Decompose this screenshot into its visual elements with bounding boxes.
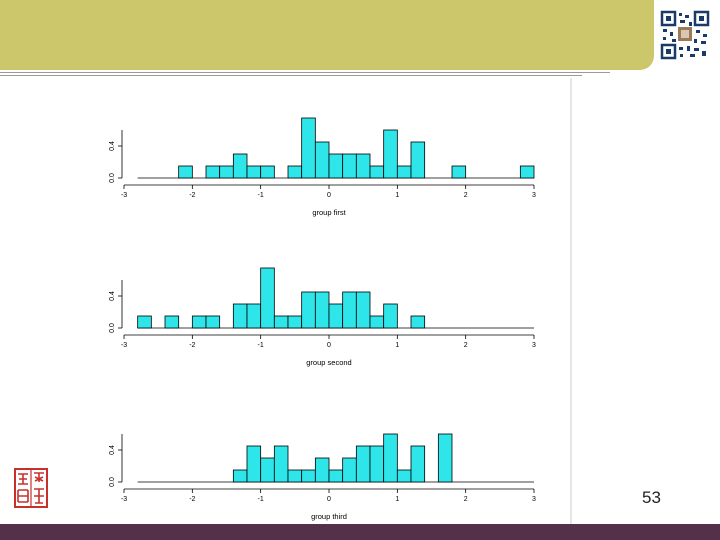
histogram-bar <box>342 291 357 329</box>
x-tick-label: -1 <box>258 342 264 349</box>
histogram-bar <box>342 457 357 483</box>
x-tick-label: -2 <box>189 496 195 503</box>
histogram-bar <box>383 303 398 329</box>
histogram-bar <box>232 153 248 179</box>
page-number: 53 <box>642 488 661 507</box>
histogram-bar <box>246 303 262 329</box>
histogram-panels: -3 -2 -1 0 1 2 3 0.0 0.4 group first -3 -2 -1 0 1 2 3 0.0… <box>109 117 536 521</box>
histogram-bar <box>410 141 426 179</box>
y-tick-label: 0.4 <box>109 141 116 151</box>
histogram-bar <box>232 303 248 329</box>
histogram-bar <box>205 165 221 179</box>
histogram-bar <box>328 153 344 179</box>
histogram-bar <box>355 153 371 179</box>
histogram-figure: -3 -2 -1 0 1 2 3 0.0 0.4 group first -3 -2 -1 0 1 2 3 0.0… <box>88 78 570 524</box>
x-tick-label: -2 <box>189 342 195 349</box>
histogram-bar <box>273 315 289 329</box>
histogram-bar <box>437 433 453 483</box>
histogram-bar <box>287 315 303 329</box>
histogram-bar <box>383 433 398 483</box>
x-tick-label: 1 <box>395 342 399 349</box>
histogram-bar <box>246 165 262 179</box>
histogram-bar <box>519 165 535 179</box>
histogram-bar <box>451 165 467 179</box>
histogram-bar <box>246 445 262 483</box>
x-tick-label: 2 <box>464 192 468 199</box>
histogram-bar <box>342 153 357 179</box>
histogram-bar <box>164 315 180 329</box>
x-tick-label: -3 <box>121 496 127 503</box>
footer-band <box>0 524 720 540</box>
histogram-bar <box>314 141 330 179</box>
histogram-bar <box>328 469 344 483</box>
x-tick-label: -3 <box>121 342 127 349</box>
histogram-bar <box>301 117 316 179</box>
histogram-bar <box>273 445 289 483</box>
histogram-bar <box>369 315 385 329</box>
y-tick-label: 0.0 <box>109 173 116 183</box>
x-axis-title: group second <box>306 358 351 367</box>
x-tick-label: 1 <box>395 496 399 503</box>
red-seal-icon <box>14 468 48 508</box>
histogram-bar <box>260 457 275 483</box>
x-tick-label: 0 <box>327 496 331 503</box>
histogram-bar <box>355 445 371 483</box>
x-tick-label: -1 <box>258 496 264 503</box>
x-tick-label: 3 <box>532 192 536 199</box>
x-tick-label: 2 <box>464 342 468 349</box>
histogram-bar <box>410 315 426 329</box>
histogram-bar <box>383 129 398 179</box>
histogram-bar <box>191 315 207 329</box>
x-tick-label: 3 <box>532 342 536 349</box>
x-tick-label: 1 <box>395 192 399 199</box>
histogram-bar <box>396 469 412 483</box>
histogram-bar <box>396 165 412 179</box>
histogram-bar <box>232 469 248 483</box>
x-tick-label: 2 <box>464 496 468 503</box>
x-tick-label: 3 <box>532 496 536 503</box>
histogram-bar <box>301 469 316 483</box>
x-tick-label: 0 <box>327 342 331 349</box>
histogram-bar <box>369 165 385 179</box>
x-axis-title: group third <box>311 512 347 521</box>
qr-code-icon <box>660 10 710 60</box>
histogram-bar <box>314 457 330 483</box>
x-tick-label: -1 <box>258 192 264 199</box>
histogram-bar <box>355 291 371 329</box>
histogram-bar <box>219 165 234 179</box>
x-axis-title: group first <box>312 208 346 217</box>
histogram-bar <box>178 165 193 179</box>
x-tick-label: 0 <box>327 192 331 199</box>
y-tick-label: 0.0 <box>109 323 116 333</box>
histogram-bar <box>260 267 275 329</box>
header-rule-lower <box>0 75 582 76</box>
x-tick-label: -2 <box>189 192 195 199</box>
y-tick-label: 0.4 <box>109 291 116 301</box>
x-tick-label: -3 <box>121 192 127 199</box>
histogram-bar <box>369 445 385 483</box>
header-band <box>0 0 654 70</box>
histogram-bar <box>137 315 152 329</box>
histogram-bar <box>314 291 330 329</box>
header-rule-upper <box>0 72 610 73</box>
y-tick-label: 0.4 <box>109 445 116 455</box>
histogram-bar <box>287 165 303 179</box>
y-tick-label: 0.0 <box>109 477 116 487</box>
histogram-bar <box>260 165 275 179</box>
histogram-bar <box>301 291 316 329</box>
histogram-bar <box>328 303 344 329</box>
histogram-bar <box>410 445 426 483</box>
histogram-bar <box>287 469 303 483</box>
histogram-bar <box>205 315 221 329</box>
